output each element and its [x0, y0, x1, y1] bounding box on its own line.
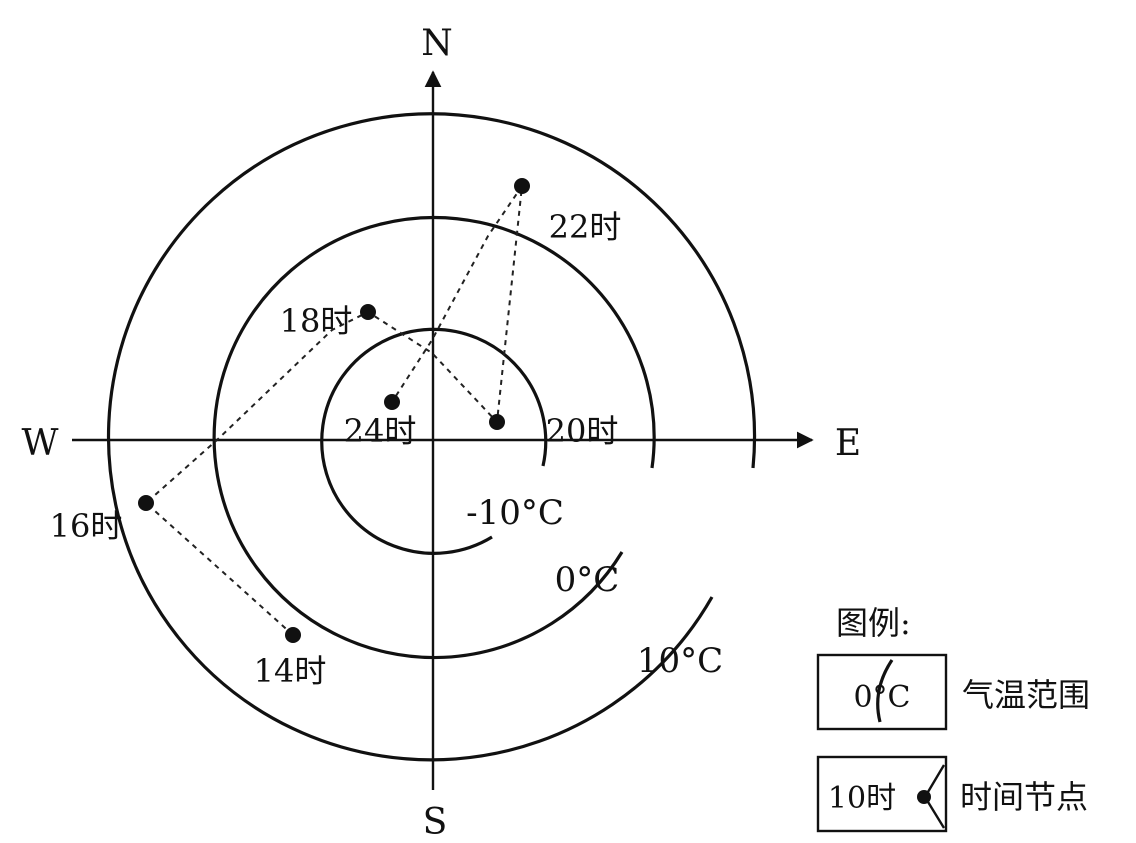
ring-label-10: 10°C: [637, 641, 723, 681]
time-node-22: [514, 178, 530, 194]
time-label-16: 16时: [50, 507, 123, 545]
time-label-14: 14时: [254, 652, 327, 690]
west-label: W: [21, 423, 58, 464]
ring-label-0: 0°C: [555, 560, 620, 600]
south-label: S: [423, 802, 448, 843]
time-node-16: [138, 495, 154, 511]
north-label: N: [421, 23, 453, 64]
time-label-18: 18时: [280, 302, 353, 340]
legend-temperature-sample: 0°C: [853, 680, 910, 715]
time-node-14: [285, 627, 301, 643]
time-node-18: [360, 304, 376, 320]
time-node-24: [384, 394, 400, 410]
time-label-24: 24时: [344, 412, 417, 450]
legend-temperature-box: [816, 653, 948, 731]
east-label: E: [835, 423, 861, 464]
ring-0: [212, 216, 656, 660]
legend-time-box: [816, 755, 948, 833]
ring-label-minus10: -10°C: [466, 493, 564, 533]
legend-temperature-desc: 气温范围: [962, 676, 1090, 714]
legend-time-desc: 时间节点: [960, 778, 1088, 816]
time-label-20: 20时: [546, 412, 619, 450]
time-node-20: [489, 414, 505, 430]
time-path: [144, 185, 523, 636]
legend-time-sample: 10时: [828, 781, 896, 816]
legend-temperature-arc: [876, 659, 894, 723]
legend-time-dot: [917, 790, 931, 804]
legend-title: 图例:: [836, 604, 911, 642]
legend: 图例: 0°C 气温范围 10时 时间节点: [816, 604, 1090, 833]
ring-minus10: [320, 327, 548, 555]
ring-10: [106, 112, 757, 762]
time-label-22: 22时: [549, 208, 622, 246]
